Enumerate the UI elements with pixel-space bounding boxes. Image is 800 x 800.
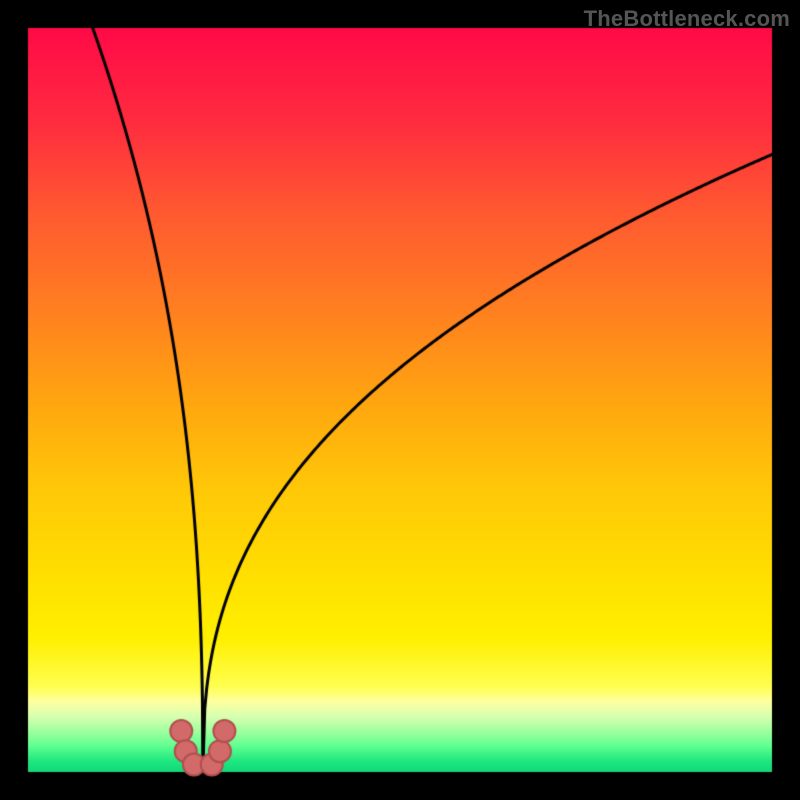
chart-stage: TheBottleneck.com	[0, 0, 800, 800]
watermark-text: TheBottleneck.com	[584, 6, 790, 32]
bottom-marker-dots-canvas	[0, 0, 800, 800]
